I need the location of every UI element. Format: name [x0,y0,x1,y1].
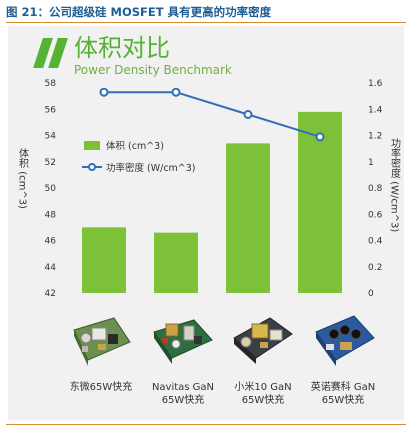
y2-tick-label: 0.8 [368,184,383,194]
legend-line-marker [88,163,96,171]
y2-tick-label: 0 [368,289,374,299]
y-tick-label: 44 [45,263,57,273]
legend-line-label: 功率密度 (W/cm^3) [106,162,196,174]
y2-tick-label: 0.2 [368,263,382,273]
legend-bar-label: 体积 (cm^3) [106,140,164,152]
category-label-2-line-1: Navitas GaN [151,382,215,393]
y-tick-label: 42 [45,289,56,299]
chart-panel: 体积对比 Power Density Benchmark 42 44 46 48 50 5… [8,26,404,420]
y-tick-label: 50 [45,184,57,194]
category-label-1-line-1: 东微65W快充 [69,382,133,393]
bar-3 [226,143,270,293]
y2-tick-label: 0.4 [368,237,383,247]
title-rule [6,22,406,23]
figure-title: 图 21：公司超级硅 MOSFET 具有更高的功率密度 [6,5,272,19]
category-label-1: 东微65W快充 [56,381,146,394]
y-tick-label: 52 [45,158,56,168]
y-axis-title: 体积 (cm^3) [17,148,29,209]
power-density-point-1 [99,87,109,97]
category-label-2-line-2: 65W快充 [161,395,205,406]
legend-bar-swatch [84,141,100,150]
category-label-3-line-1: 小米10 GaN [234,382,292,393]
y2-tick-label: 1.6 [368,79,383,89]
power-density-line [104,91,321,138]
chart: 42 44 46 48 50 52 54 56 58 0 0.2 0.4 0.6 0.8 1 1.2 1.4 1.… [17,79,401,299]
y-tick-label: 46 [45,237,57,247]
power-density-point-2 [171,87,181,97]
power-density-point-3 [243,110,253,119]
bar-4 [298,111,342,293]
category-label-2: Navitas GaN 65W快充 [138,381,228,407]
bar-1 [82,227,126,293]
category-label-3: 小米10 GaN 65W快充 [218,381,308,407]
category-label-4-line-2: 65W快充 [321,395,365,406]
bottom-rule [6,424,406,425]
y2-tick-label: 1 [368,158,374,168]
benchmark-title: 体积对比 [74,34,170,62]
category-label-4: 英诺赛科 GaN 65W快充 [298,381,388,407]
y2-tick-label: 0.6 [368,210,383,220]
benchmark-subtitle: Power Density Benchmark [74,63,232,77]
bar-2 [154,232,198,293]
y-tick-label: 56 [45,105,57,115]
category-label-4-line-1: 英诺赛科 GaN [310,382,376,393]
charger-board-photo-1-icon [73,317,131,366]
y-tick-label: 48 [45,210,57,220]
charger-board-photo-3-icon [233,317,293,364]
y2-tick-label: 1.2 [368,132,382,142]
category-label-3-line-2: 65W快充 [241,395,285,406]
y-tick-label: 58 [45,79,57,89]
charger-board-photo-2-icon [153,319,213,364]
y-tick-label: 54 [45,132,57,142]
power-density-point-4 [315,132,325,142]
y2-axis-title: 功率密度 (W/cm^3) [389,138,401,233]
charger-board-photo-4-icon [315,315,375,366]
y2-tick-label: 1.4 [368,105,383,115]
